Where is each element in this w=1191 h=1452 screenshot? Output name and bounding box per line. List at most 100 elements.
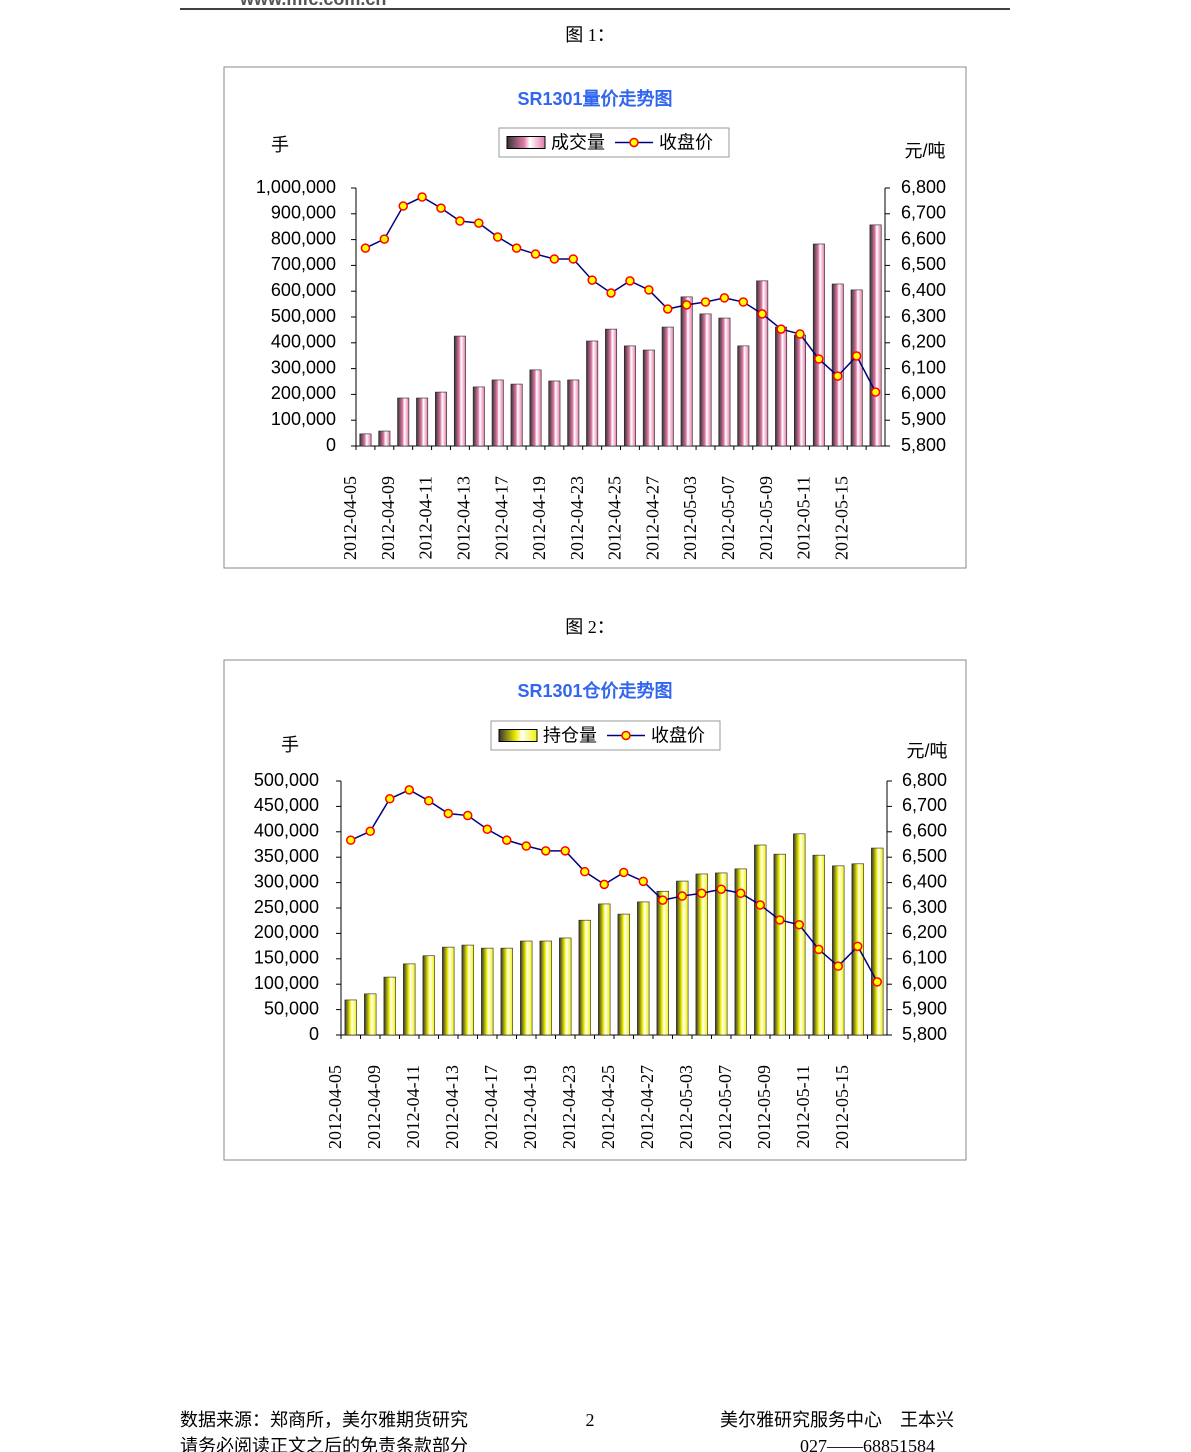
y-tick-label: 900,000: [271, 203, 336, 223]
y-tick-label: 1,000,000: [256, 177, 336, 197]
bar: [680, 296, 693, 447]
bar: [567, 379, 580, 447]
bar: [832, 865, 845, 1036]
x-tick-label: 2012-05-03: [676, 1065, 696, 1149]
footer-author: 美尔雅研究服务中心 王本兴: [720, 1410, 954, 1430]
y-tick-label: 200,000: [271, 383, 336, 403]
bar: [586, 340, 599, 447]
y-tick-label: 50,000: [264, 998, 319, 1018]
price-marker: [580, 866, 590, 877]
price-marker: [482, 824, 492, 835]
price-marker: [658, 895, 668, 905]
y2-tick-label: 5,800: [902, 1024, 947, 1044]
x-tick-label: 2012-05-11: [794, 476, 814, 559]
price-marker: [755, 900, 765, 910]
bar: [661, 326, 674, 447]
price-marker: [379, 234, 390, 244]
x-tick-label: 2012-04-19: [520, 1065, 540, 1149]
y-tick-label: 800,000: [271, 228, 336, 248]
price-line: [365, 196, 877, 393]
legend-label: 收盘价: [651, 725, 705, 745]
bar: [718, 317, 731, 447]
price-marker: [775, 915, 785, 925]
y2-tick-label: 6,800: [902, 770, 947, 790]
y2-tick-label: 6,500: [901, 254, 946, 274]
x-tick-label: 2012-04-23: [567, 476, 587, 560]
bar: [383, 976, 396, 1036]
price-marker: [638, 876, 648, 887]
y-tick-label: 700,000: [271, 254, 336, 274]
price-marker: [599, 879, 609, 890]
bar: [403, 963, 416, 1036]
y2-tick-label: 6,100: [902, 948, 947, 968]
price-marker: [794, 920, 804, 930]
y2-tick-label: 6,200: [902, 922, 947, 942]
y2-tick-label: 5,900: [902, 998, 947, 1018]
y2-tick-label: 6,800: [901, 177, 946, 197]
legend-label: 收盘价: [659, 132, 713, 152]
y-tick-label: 300,000: [254, 871, 319, 891]
price-marker: [424, 796, 434, 806]
x-tick-label: 2012-05-15: [831, 476, 851, 560]
chart-title: SR1301仓价走势图: [517, 680, 672, 701]
bar: [869, 224, 882, 447]
y2-axis-label: 元/吨: [904, 141, 945, 161]
x-tick-label: 2012-05-07: [718, 476, 738, 560]
price-marker: [568, 254, 579, 264]
bar: [520, 940, 533, 1036]
x-tick-label: 2012-04-23: [559, 1065, 579, 1149]
bar: [605, 328, 618, 447]
bar: [472, 386, 485, 447]
y-tick-label: 0: [326, 435, 336, 455]
y-tick-label: 100,000: [254, 973, 319, 993]
footer-source: 数据来源：郑商所，美尔雅期货研究: [180, 1410, 468, 1430]
price-marker: [365, 826, 375, 837]
bar: [481, 947, 494, 1036]
price-marker: [736, 888, 746, 899]
bar: [442, 946, 455, 1036]
price-marker: [511, 243, 522, 253]
y2-tick-label: 6,000: [902, 973, 947, 993]
x-tick-label: 2012-05-07: [715, 1065, 735, 1149]
bar: [559, 937, 572, 1036]
bar: [491, 379, 504, 447]
price-marker: [776, 324, 786, 334]
price-marker: [385, 794, 395, 804]
y-tick-label: 250,000: [254, 897, 319, 917]
y-tick-label: 500,000: [271, 306, 336, 326]
bar: [699, 313, 712, 447]
y-tick-label: 150,000: [254, 948, 319, 968]
x-tick-label: 2012-04-05: [325, 1065, 345, 1149]
bar: [637, 901, 650, 1036]
x-tick-label: 2012-04-27: [637, 1065, 657, 1149]
y2-tick-label: 6,700: [901, 203, 946, 223]
price-marker: [644, 285, 654, 295]
price-marker: [549, 254, 560, 264]
price-marker: [492, 232, 503, 242]
price-marker: [716, 884, 726, 894]
bar: [364, 993, 377, 1036]
footer-disclaimer: 请务必阅读正文之后的免责条款部分: [180, 1436, 468, 1452]
chart-title: SR1301量价走势图: [517, 88, 672, 109]
y-tick-label: 400,000: [254, 821, 319, 841]
y2-tick-label: 6,300: [901, 306, 946, 326]
x-tick-label: 2012-05-15: [832, 1065, 852, 1149]
y2-tick-label: 6,700: [902, 795, 947, 815]
price-marker: [719, 293, 730, 303]
bar: [793, 833, 806, 1036]
header-site: www.mfc.com.cn: [239, 0, 386, 9]
x-tick-label: 2012-04-25: [605, 476, 625, 560]
price-marker: [587, 275, 597, 285]
y-tick-label: 300,000: [271, 357, 336, 377]
price-marker: [404, 785, 414, 795]
x-tick-label: 2012-05-09: [756, 476, 776, 560]
x-tick-label: 2012-04-19: [529, 476, 549, 560]
price-marker: [872, 977, 882, 987]
bar: [461, 944, 474, 1036]
legend-label: 持仓量: [543, 725, 597, 745]
price-marker: [738, 297, 749, 307]
x-tick-label: 2012-04-09: [378, 476, 398, 560]
y-axis-label: 手: [281, 735, 299, 755]
bar: [510, 383, 523, 447]
